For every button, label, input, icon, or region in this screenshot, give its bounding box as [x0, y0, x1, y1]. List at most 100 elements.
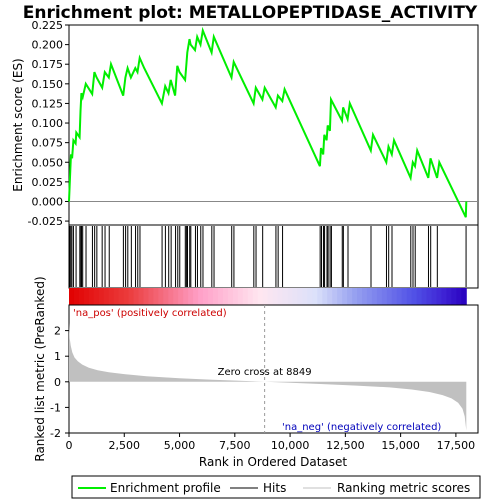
color-bar-segment: [138, 288, 144, 305]
color-bar-segment: [108, 288, 115, 305]
color-bar-segment: [88, 288, 95, 305]
color-bar-segment: [451, 288, 457, 305]
x-tick-label: 0: [66, 439, 73, 452]
color-bar-segment: [431, 288, 437, 305]
x-tick-label: 10,000: [271, 439, 310, 452]
color-bar-segment: [292, 288, 298, 305]
color-bar-segment: [252, 288, 259, 305]
color-bar-segment: [69, 288, 75, 305]
color-bar-segment: [436, 288, 442, 305]
legend-frame: [71, 475, 481, 499]
es-y-tick-label: 0.000: [32, 195, 64, 208]
x-tick-label: 7,500: [219, 439, 251, 452]
metric-x-axis: 0 2,500 5,000 7,500 10,000 12,500 15,000 17,500: [66, 433, 475, 452]
color-bar-segment: [158, 288, 164, 305]
hits-panel-frame: [68, 224, 479, 289]
color-bar-segment: [217, 288, 224, 305]
color-bar-segment: [421, 288, 428, 305]
color-bar-segment: [272, 288, 279, 305]
legend: Enrichment profile Hits Ranking metric s…: [71, 475, 481, 499]
es-y-tick-label: 0.100: [32, 117, 64, 130]
color-bar-segment: [123, 288, 130, 305]
metric-y-tick-label: 2: [54, 325, 61, 338]
color-bar-segment: [312, 288, 318, 305]
color-bar-segment: [307, 288, 313, 305]
metric-y-axis: -2 -1 0 1 2: [50, 325, 69, 440]
color-bar-segment: [352, 288, 358, 305]
color-bar-segment: [237, 288, 244, 305]
metric-y-axis-label: Ranked list metric (PreRanked): [33, 276, 47, 461]
color-bar-segment: [456, 288, 462, 305]
color-bar-segment: [247, 288, 254, 305]
annotation-zero-cross: Zero cross at 8849: [218, 367, 312, 378]
color-bar-segment: [83, 288, 90, 305]
color-bar-segment: [148, 288, 154, 305]
color-bar-segment: [133, 288, 140, 305]
color-bar-segment: [262, 288, 269, 305]
color-bar-segment: [203, 288, 209, 305]
color-bar-segment: [342, 288, 348, 305]
color-bar-segment: [103, 288, 110, 305]
color-bar-segment: [118, 288, 125, 305]
color-bar-segment: [347, 288, 353, 305]
color-bar-segment: [277, 288, 284, 305]
x-tick-label: 2,500: [109, 439, 141, 452]
metric-y-tick-label: -2: [50, 427, 61, 440]
es-y-tick-label: 0.225: [32, 19, 64, 32]
legend-label-metric: Ranking metric scores: [337, 481, 470, 495]
color-bar-segment: [426, 288, 433, 305]
color-bar-segment: [98, 288, 105, 305]
es-y-tick-label: 0.150: [32, 78, 64, 91]
color-bar-segment: [416, 288, 423, 305]
color-bar-segment: [188, 288, 194, 305]
es-y-tick-label: 0.175: [32, 58, 64, 71]
color-bar-segment: [153, 288, 159, 305]
color-bar-segment: [173, 288, 179, 305]
color-bar-segment: [282, 288, 289, 305]
color-bar-segment: [128, 288, 135, 305]
color-bar-segment: [371, 288, 378, 305]
color-bar-segment: [193, 288, 199, 305]
es-y-tick-label: 0.050: [32, 156, 64, 169]
color-bar-segment: [168, 288, 174, 305]
color-bar-segment: [208, 288, 214, 305]
color-bar-segment: [376, 288, 383, 305]
color-bar-segment: [227, 288, 234, 305]
color-bar-segment: [287, 288, 293, 305]
legend-label-enrichment: Enrichment profile: [110, 481, 221, 495]
color-bar-segment: [213, 288, 219, 305]
color-bar-segment: [411, 288, 418, 305]
annotation-negative: 'na_neg' (negatively correlated): [282, 422, 441, 433]
color-bar-segment: [446, 288, 452, 305]
legend-label-hits: Hits: [263, 481, 286, 495]
x-tick-label: 12,500: [326, 439, 365, 452]
es-y-axis: -0.025 0.000 0.025 0.050 0.075 0.100 0.125 0.15…: [28, 19, 69, 228]
color-bar-segment: [362, 288, 368, 305]
color-bar-segment: [232, 288, 239, 305]
color-bar-segment: [332, 288, 338, 305]
color-bar-segment: [406, 288, 413, 305]
color-bar-segment: [143, 288, 149, 305]
x-axis-label: Rank in Ordered Dataset: [199, 455, 347, 469]
chart-title: Enrichment plot: METALLOPEPTIDASE_ACTIVI…: [23, 3, 478, 23]
color-bar-segment: [113, 288, 120, 305]
es-y-axis-label: Enrichment score (ES): [11, 58, 25, 191]
color-bar-segment: [391, 288, 398, 305]
color-bar-segment: [366, 288, 373, 305]
color-bar-segment: [441, 288, 447, 305]
color-bar-segment: [198, 288, 204, 305]
color-bar-segment: [257, 288, 264, 305]
hits-marks: [69, 226, 467, 287]
color-bar-segment: [178, 288, 184, 305]
color-bar-segment: [267, 288, 274, 305]
es-y-tick-label: 0.075: [32, 137, 64, 150]
color-bar-segment: [93, 288, 100, 305]
color-bar-segment: [317, 288, 323, 305]
color-bar-segment: [302, 288, 308, 305]
color-bar-segment: [386, 288, 393, 305]
color-bar-segment: [327, 288, 333, 305]
color-bar-segment: [396, 288, 403, 305]
es-y-tick-label: -0.025: [28, 215, 63, 228]
color-bar-segment: [73, 288, 80, 305]
